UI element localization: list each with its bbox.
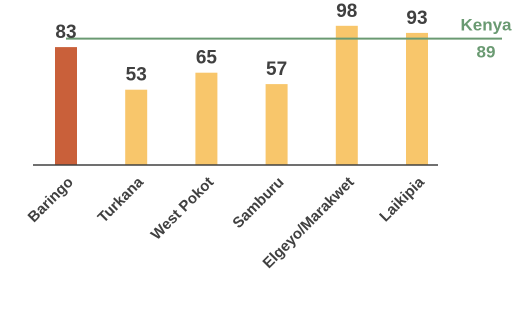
bar-turkana	[125, 89, 148, 165]
tick-label-baringo: Baringo	[25, 174, 77, 226]
bar-west-pokot	[195, 72, 218, 165]
tick-label-west-pokot: West Pokot	[148, 174, 218, 244]
tick-label-turkana: Turkana	[95, 173, 148, 226]
bar-laikipia	[406, 32, 428, 166]
value-label-turkana: 53	[126, 65, 147, 86]
value-label-west-pokot: 65	[196, 48, 218, 69]
reference-line-value: 89	[477, 43, 496, 62]
value-label-elgeyo-marakwet: 98	[336, 1, 357, 22]
x-tick-labels: Baringo Turkana West Pokot SamburuElgeyo/Ma…	[25, 173, 429, 272]
tick-label-laikipia: Laikipia	[376, 173, 428, 225]
bars	[55, 25, 428, 166]
tick-label-samburu: Samburu	[229, 174, 287, 232]
bar-elgeyo-marakwet	[335, 25, 358, 165]
reference-line-label: Kenya	[460, 16, 512, 35]
bar-samburu	[265, 84, 288, 165]
value-label-baringo: 83	[55, 22, 76, 43]
bar-baringo	[55, 47, 77, 165]
value-labels: 83 53 65 57 98 93	[55, 1, 427, 86]
value-label-laikipia: 93	[406, 8, 427, 29]
value-label-samburu: 57	[266, 59, 287, 80]
